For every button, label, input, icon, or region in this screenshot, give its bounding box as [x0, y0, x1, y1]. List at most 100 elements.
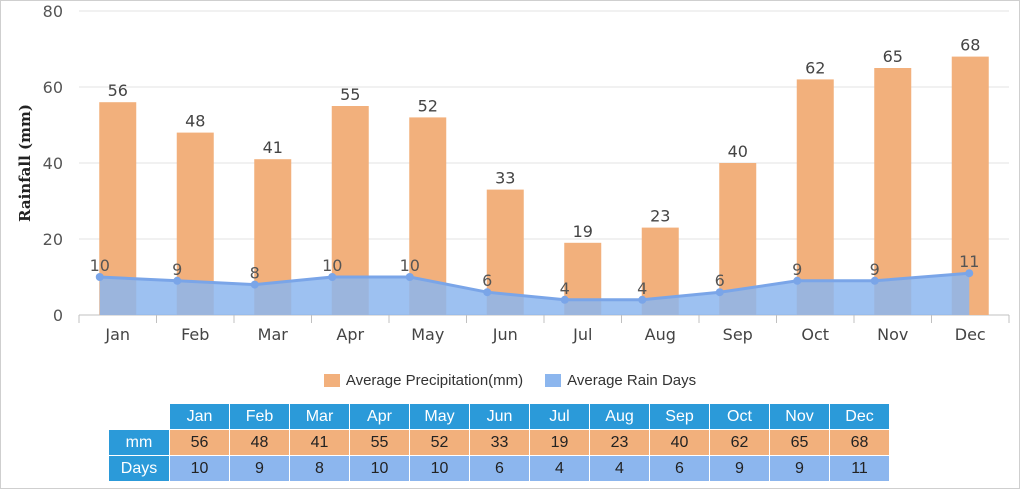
- table-month-header: Apr: [349, 403, 410, 430]
- precipitation-data-label: 48: [185, 112, 205, 131]
- precipitation-data-label: 65: [883, 47, 903, 66]
- legend-swatch-precipitation: [323, 373, 340, 387]
- rain-days-data-label: 8: [250, 264, 260, 283]
- rain-days-data-label: 10: [90, 256, 110, 275]
- y-tick-label: 0: [53, 306, 63, 325]
- rain-days-point: [715, 288, 724, 297]
- y-tick-label: 60: [43, 78, 63, 97]
- table-cell-days: 6: [649, 455, 710, 482]
- precipitation-data-label: 62: [805, 58, 825, 77]
- rain-days-point: [250, 280, 259, 289]
- table-cell-days: 10: [169, 455, 230, 482]
- table-month-header: Oct: [709, 403, 770, 430]
- precipitation-data-label: 56: [108, 81, 128, 100]
- table-cell-mm: 68: [829, 429, 890, 456]
- x-tick-label: Jul: [572, 325, 592, 344]
- table-row-label-mm: mm: [108, 429, 170, 456]
- legend-label-precipitation: Average Precipitation(mm): [345, 371, 524, 389]
- precipitation-data-label: 23: [650, 207, 670, 226]
- rain-days-data-label: 10: [322, 256, 342, 275]
- rain-days-data-label: 9: [870, 260, 880, 279]
- table-month-header: Aug: [589, 403, 650, 430]
- x-tick-label: Mar: [258, 325, 289, 344]
- rain-days-point: [405, 273, 414, 281]
- table-cell-days: 8: [289, 455, 350, 482]
- rain-days-point: [95, 273, 104, 281]
- table-month-header: Jan: [169, 403, 230, 430]
- rain-days-area: [99, 273, 970, 315]
- table-cell-mm: 23: [589, 429, 650, 456]
- legend-label-rain-days: Average Rain Days: [567, 371, 697, 389]
- table-month-header: Dec: [829, 403, 890, 430]
- legend-item-precipitation[interactable]: Average Precipitation(mm): [323, 371, 524, 389]
- rain-days-point: [870, 276, 879, 285]
- rain-days-data-label: 9: [792, 260, 802, 279]
- precipitation-data-label: 33: [495, 169, 515, 188]
- precipitation-data-label: 41: [263, 138, 283, 157]
- precipitation-data-label: 52: [418, 96, 438, 115]
- table-cell-days: 10: [349, 455, 410, 482]
- table-cell-days: 11: [829, 455, 890, 482]
- table-cell-mm: 33: [469, 429, 530, 456]
- table-month-header: May: [409, 403, 470, 430]
- table-corner-cell: [108, 403, 170, 430]
- rain-days-data-label: 11: [959, 252, 979, 271]
- precipitation-bar: [796, 79, 834, 316]
- precipitation-data-label: 68: [960, 36, 980, 55]
- table-header-row: Jan Feb Mar Apr May Jun Jul Aug Sep Oct Nov Dec: [108, 403, 890, 430]
- table-month-header: Feb: [229, 403, 290, 430]
- data-table: Jan Feb Mar Apr May Jun Jul Aug Sep Oct Nov Dec mm …: [108, 403, 890, 482]
- table-month-header: Jun: [469, 403, 530, 430]
- rain-days-point: [483, 288, 492, 297]
- x-tick-label: Jun: [492, 325, 518, 344]
- legend-swatch-rain-days: [545, 373, 562, 387]
- precipitation-data-label: 40: [728, 142, 748, 161]
- x-tick-label: Nov: [877, 325, 908, 344]
- rain-days-data-label: 10: [400, 256, 420, 275]
- precipitation-bar: [874, 68, 912, 315]
- rain-days-point: [793, 276, 802, 285]
- table-cell-mm: 48: [229, 429, 290, 456]
- precipitation-data-label: 19: [573, 222, 593, 241]
- table-cell-days: 4: [589, 455, 650, 482]
- table-row-days: Days 10 9 8 10 10 6 4 4 6 9 9 11: [108, 455, 890, 482]
- table-row-mm: mm 56 48 41 55 52 33 19 23 40 62 65 68: [108, 429, 890, 456]
- table-row-label-days: Days: [108, 455, 170, 482]
- x-tick-label: Oct: [801, 325, 829, 344]
- rain-days-point: [560, 295, 569, 304]
- table-month-header: Sep: [649, 403, 710, 430]
- rain-days-point: [328, 273, 337, 281]
- x-tick-label: Apr: [336, 325, 364, 344]
- rain-days-data-label: 6: [482, 271, 492, 290]
- rain-days-point: [638, 295, 647, 304]
- y-tick-label: 40: [43, 154, 63, 173]
- rain-days-data-label: 6: [715, 271, 725, 290]
- y-axis-title: Rainfall (mm): [16, 104, 34, 222]
- x-tick-label: May: [411, 325, 444, 344]
- y-tick-label: 20: [43, 230, 63, 249]
- rain-days-data-label: 4: [560, 279, 570, 298]
- table-cell-days: 6: [469, 455, 530, 482]
- table-cell-mm: 19: [529, 429, 590, 456]
- table-cell-days: 10: [409, 455, 470, 482]
- table-cell-days: 9: [769, 455, 830, 482]
- chart-legend: Average Precipitation(mm) Average Rain D…: [0, 369, 1020, 391]
- table-cell-mm: 40: [649, 429, 710, 456]
- table-month-header: Nov: [769, 403, 830, 430]
- x-tick-label: Jan: [104, 325, 130, 344]
- rain-days-data-label: 4: [637, 279, 647, 298]
- table-cell-days: 9: [229, 455, 290, 482]
- table-cell-mm: 62: [709, 429, 770, 456]
- table-month-header: Jul: [529, 403, 590, 430]
- rain-days-line: [99, 271, 970, 302]
- rain-days-point: [173, 276, 182, 285]
- rain-days-point: [965, 269, 974, 278]
- table-cell-mm: 65: [769, 429, 830, 456]
- table-cell-mm: 41: [289, 429, 350, 456]
- rain-days-data-label: 9: [172, 260, 182, 279]
- legend-item-rain-days[interactable]: Average Rain Days: [545, 372, 696, 389]
- table-cell-days: 9: [709, 455, 770, 482]
- x-tick-label: Feb: [181, 325, 209, 344]
- table-cell-days: 4: [529, 455, 590, 482]
